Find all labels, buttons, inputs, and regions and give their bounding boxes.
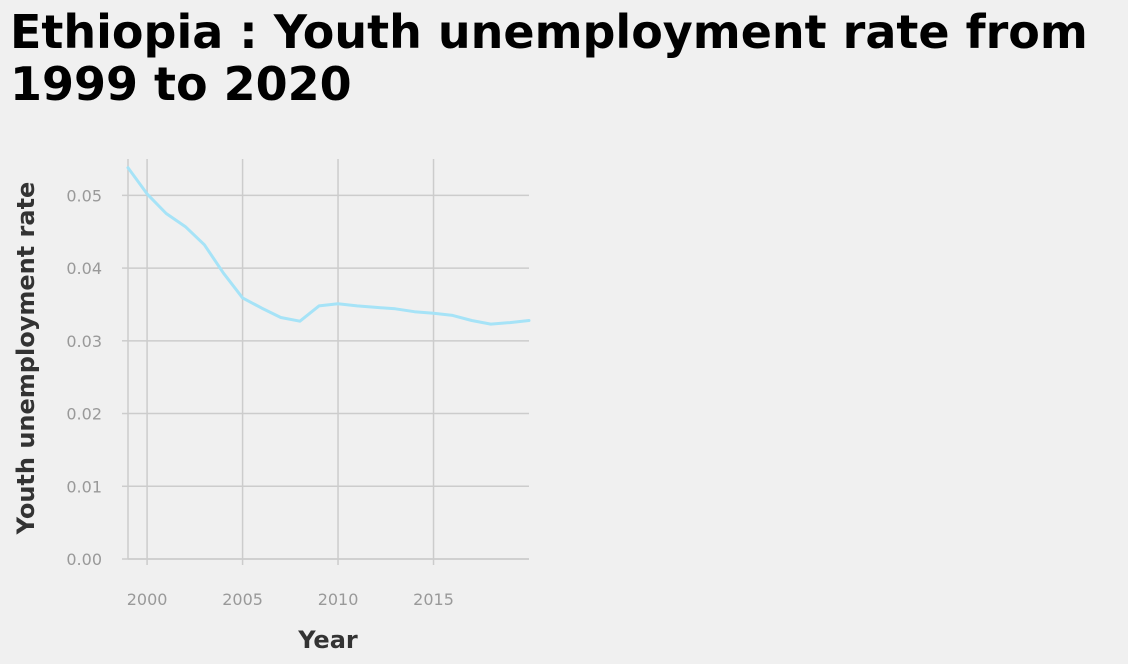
x-axis-title: Year [297, 626, 358, 654]
series-layer [126, 166, 531, 326]
y-tick-label: 0.01 [66, 477, 102, 496]
y-tick-label: 0.02 [66, 405, 102, 424]
series-line [126, 166, 531, 326]
y-tick-label: 0.00 [66, 550, 102, 569]
y-tick-label: 0.05 [66, 186, 102, 205]
x-tick-label: 2005 [222, 590, 263, 609]
x-tick-label: 2010 [318, 590, 359, 609]
y-tick-label: 0.04 [66, 259, 102, 278]
x-tick-label: 2000 [127, 590, 168, 609]
axes [122, 159, 529, 565]
x-tick-label: 2015 [413, 590, 454, 609]
y-tick-label: 0.03 [66, 332, 102, 351]
y-axis-title: Youth unemployment rate [12, 182, 40, 536]
tick-labels: 0.00 0.01 0.02 0.03 0.04 0.05 2000 2005 2010 2015 [66, 186, 454, 609]
grid [128, 159, 529, 560]
chart-title: Ethiopia : Youth unemployment rate from … [10, 5, 1088, 111]
